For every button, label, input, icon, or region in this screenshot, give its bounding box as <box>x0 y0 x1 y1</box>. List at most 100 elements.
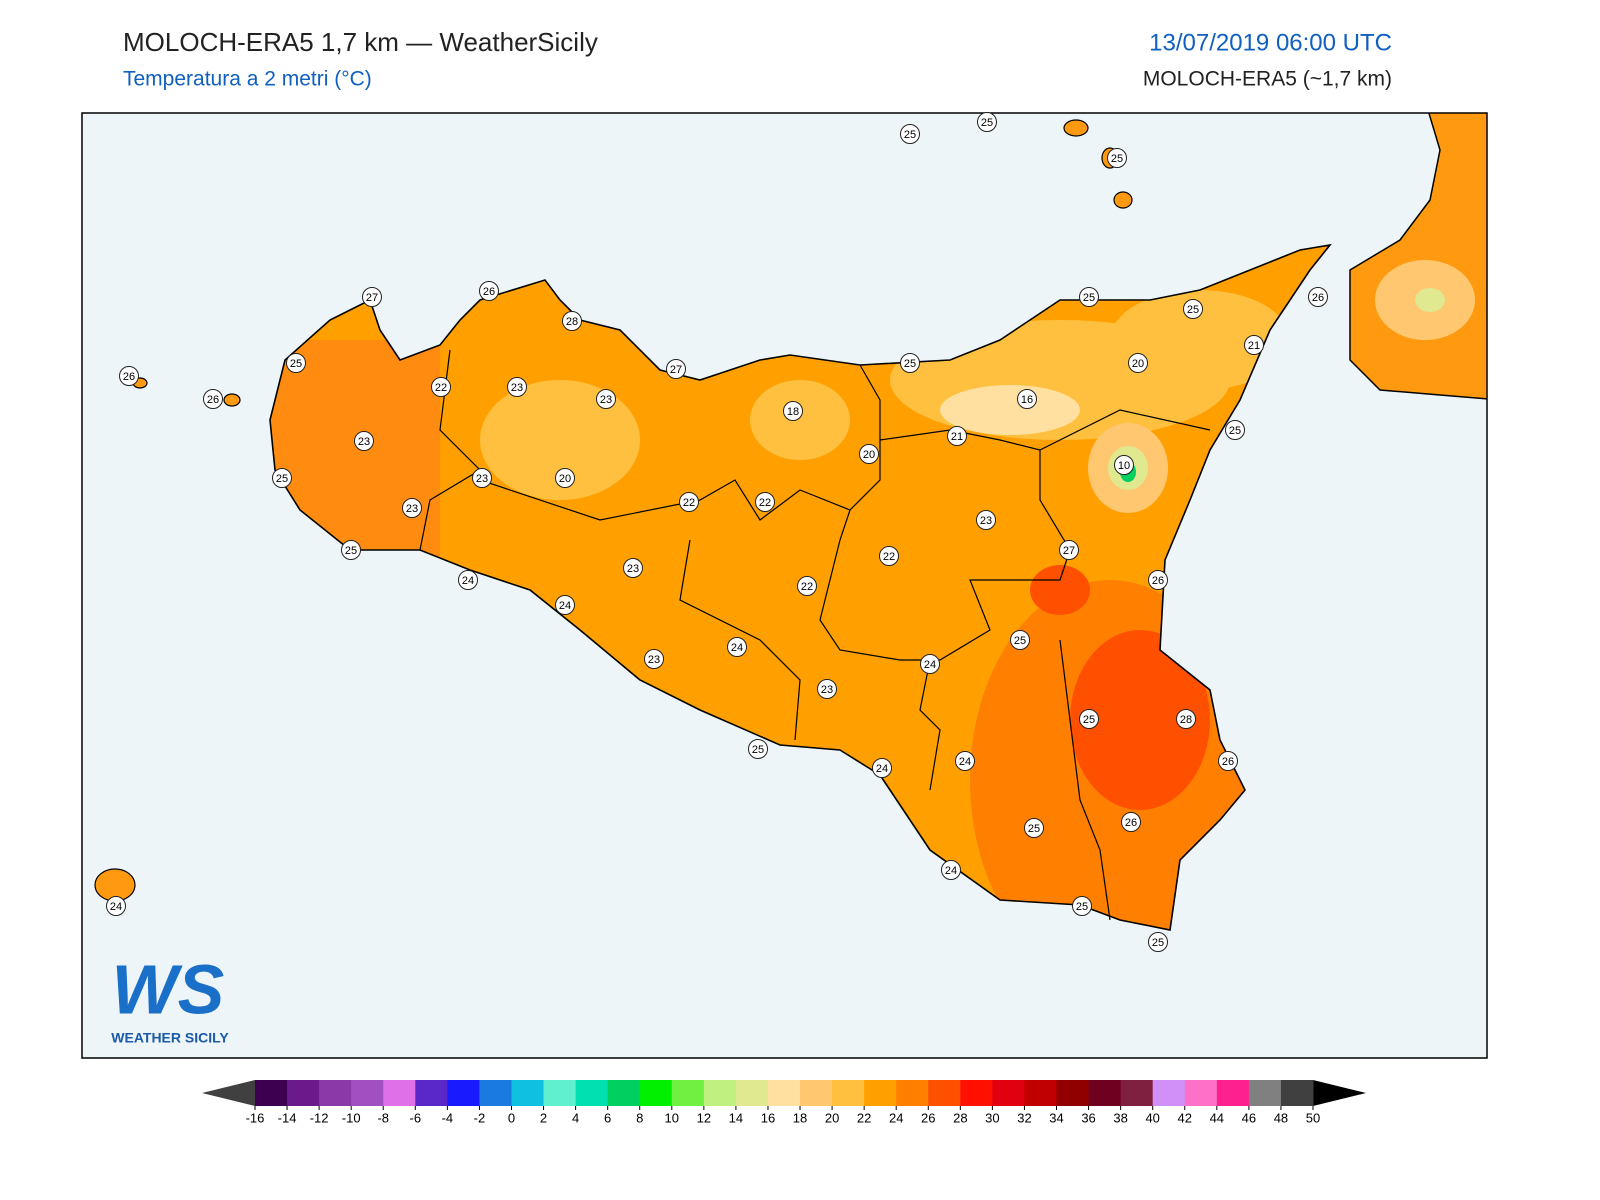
colorbar-tick-label: 26 <box>921 1110 935 1125</box>
station-value: 18 <box>787 406 799 418</box>
colorbar-tick-label: 30 <box>985 1110 999 1125</box>
station-marker <box>1017 389 1037 409</box>
colorbar-tick-label: 42 <box>1178 1110 1192 1125</box>
colorbar-box <box>992 1080 1025 1106</box>
station-marker <box>272 468 292 488</box>
station-value: 25 <box>1083 292 1095 304</box>
station-value: 23 <box>821 684 833 696</box>
colorbar-tick-label: 4 <box>572 1110 579 1125</box>
model: MOLOCH-ERA5 (~1,7 km) <box>1143 68 1392 91</box>
station-value: 28 <box>566 316 578 328</box>
station-marker <box>900 353 920 373</box>
colorbar-tick-label: 24 <box>889 1110 903 1125</box>
subtitle: Temperatura a 2 metri (°C) <box>123 68 372 91</box>
colorbar-tick-label: 32 <box>1017 1110 1031 1125</box>
station-marker <box>106 896 126 916</box>
station-marker <box>783 401 803 421</box>
colorbar-box <box>864 1080 897 1106</box>
station-marker <box>976 510 996 530</box>
colorbar-tick-label: 28 <box>953 1110 967 1125</box>
colorbar-box <box>351 1080 384 1106</box>
colorbar-tick-label: -16 <box>246 1110 265 1125</box>
station-value: 25 <box>1111 153 1123 165</box>
station-marker <box>1107 148 1127 168</box>
station-marker <box>555 468 575 488</box>
station-value: 23 <box>980 515 992 527</box>
station-value: 23 <box>627 563 639 575</box>
station-value: 25 <box>345 545 357 557</box>
station-value: 24 <box>959 756 971 768</box>
colorbar-tick-label: 0 <box>508 1110 515 1125</box>
station-marker <box>955 751 975 771</box>
station-marker <box>727 637 747 657</box>
station-value: 25 <box>904 358 916 370</box>
station-marker <box>354 431 374 451</box>
station-marker <box>1059 540 1079 560</box>
colorbar-box <box>255 1080 288 1106</box>
colorbar-tick-label: 2 <box>540 1110 547 1125</box>
station-value: 27 <box>366 292 378 304</box>
title: MOLOCH-ERA5 1,7 km — WeatherSicily <box>123 27 598 57</box>
station-marker <box>1128 353 1148 373</box>
colorbar-tick-label: 18 <box>793 1110 807 1125</box>
station-value: 25 <box>1229 425 1241 437</box>
station-marker <box>797 576 817 596</box>
station-value: 28 <box>1180 714 1192 726</box>
colorbar-box <box>735 1080 769 1106</box>
colorbar-tick-label: 40 <box>1145 1110 1159 1125</box>
station-value: 25 <box>1187 304 1199 316</box>
station-value: 24 <box>462 575 474 587</box>
station-value: 26 <box>1152 575 1164 587</box>
colorbar-box <box>415 1080 448 1106</box>
station-value: 26 <box>123 371 135 383</box>
colorbar-tick-label: 38 <box>1113 1110 1127 1125</box>
station-value: 24 <box>731 642 743 654</box>
station-value: 24 <box>945 865 957 877</box>
colorbar-tick-label: 20 <box>825 1110 839 1125</box>
station-marker <box>872 758 892 778</box>
station-value: 20 <box>1132 358 1144 370</box>
station-marker <box>666 359 686 379</box>
station-value: 22 <box>883 551 895 563</box>
logo-mark: WS <box>112 950 225 1028</box>
colorbar-box <box>1120 1080 1154 1106</box>
colorbar-box <box>287 1080 320 1106</box>
station-value: 22 <box>683 497 695 509</box>
station-marker <box>1114 455 1134 475</box>
station-marker <box>977 112 997 132</box>
station-marker <box>1218 751 1238 771</box>
colorbar-tick-label: 10 <box>665 1110 679 1125</box>
station-value: 26 <box>1312 292 1324 304</box>
station-value: 26 <box>1222 756 1234 768</box>
colorbar-tick-label: 36 <box>1081 1110 1095 1125</box>
station-value: 24 <box>876 763 888 775</box>
colorbar-tick-label: 22 <box>857 1110 871 1125</box>
colorbar-tick-label: -6 <box>410 1110 422 1125</box>
station-marker <box>119 366 139 386</box>
colorbar-box <box>671 1080 705 1106</box>
station-marker <box>947 426 967 446</box>
colorbar-tick-label: 44 <box>1210 1110 1224 1125</box>
station-marker <box>1079 709 1099 729</box>
station-marker <box>596 389 616 409</box>
station-value: 24 <box>110 901 122 913</box>
calabria-cool <box>1415 288 1445 312</box>
station-value: 26 <box>207 394 219 406</box>
colorbar-over <box>1313 1080 1366 1106</box>
colorbar-box <box>447 1080 480 1106</box>
colorbar-box <box>479 1080 512 1106</box>
station-marker <box>507 377 527 397</box>
station-marker <box>879 546 899 566</box>
station-marker <box>1225 420 1245 440</box>
station-value: 20 <box>559 473 571 485</box>
colorbar-box <box>543 1080 577 1106</box>
station-value: 26 <box>1125 817 1137 829</box>
logo-text: WEATHER SICILY <box>111 1030 229 1046</box>
station-marker <box>1183 299 1203 319</box>
colorbar-box <box>832 1080 865 1106</box>
station-marker <box>1308 287 1328 307</box>
colorbar-box <box>1088 1080 1122 1106</box>
station-value: 23 <box>648 654 660 666</box>
station-value: 21 <box>951 431 963 443</box>
